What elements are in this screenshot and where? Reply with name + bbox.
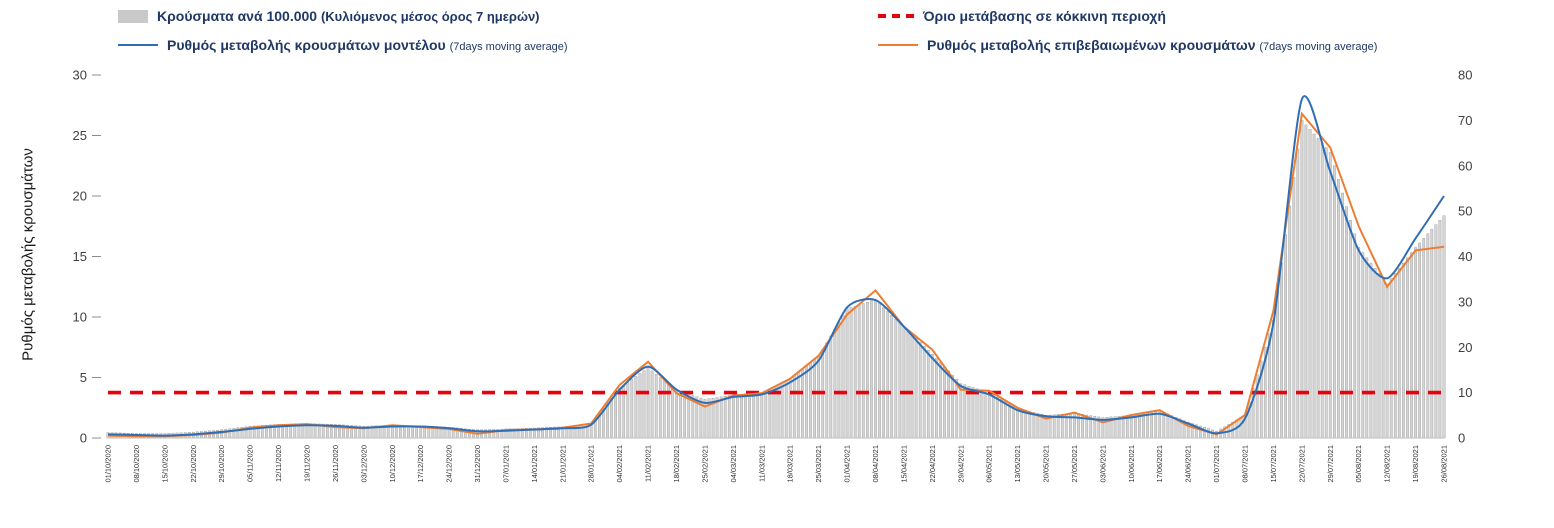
legend-sublabel-text: (7days moving average) (1259, 41, 1378, 53)
legend-label-model-rate: Ρυθμός μεταβολής κρουσμάτων μοντέλου (7d… (167, 37, 568, 53)
right-axis-tick-label: 20 (1458, 340, 1472, 355)
legend-sublabel-text: (7days moving average) (449, 41, 568, 53)
legend-label-text: Ρυθμός μεταβολής κρουσμάτων μοντέλου (167, 37, 446, 53)
legend-sublabel-text: (Κυλιόμενος μέσος όρος 7 ημερών) (320, 9, 540, 24)
right-axis-tick-label: 60 (1458, 158, 1472, 173)
x-axis-date-label: 22/10/2020 (189, 445, 198, 483)
x-axis-date-label: 10/06/2021 (1127, 445, 1136, 483)
x-axis-date-label: 29/10/2020 (217, 445, 226, 483)
x-axis-date-label: 10/12/2020 (388, 445, 397, 483)
left-axis-tick-label: 20 (73, 189, 87, 204)
right-axis-tick-label: 80 (1458, 68, 1472, 83)
x-axis-labels: 01/10/2020 08/10/2020 15/10/2020 22/10/2020… (104, 445, 1449, 483)
confirmed-rate-line (107, 111, 1445, 438)
orange-line-swatch-icon (878, 43, 918, 47)
left-axis-tick-label: 30 (73, 68, 87, 83)
x-axis-date-label: 08/04/2021 (871, 445, 880, 483)
right-axis-ticks: 0 10 20 30 40 50 60 70 80 (1458, 68, 1472, 446)
x-axis-date-label: 20/05/2021 (1042, 445, 1051, 483)
x-axis-date-label: 06/05/2021 (985, 445, 994, 483)
x-axis-date-label: 27/05/2021 (1070, 445, 1079, 483)
x-axis-date-label: 19/11/2020 (303, 445, 312, 482)
legend-item-cases-per-100k: Κρούσματα ανά 100.000 (Κυλιόμενος μέσος … (118, 8, 878, 24)
x-axis-date-label: 29/04/2021 (956, 445, 965, 483)
x-axis-date-label: 01/07/2021 (1212, 445, 1221, 483)
x-axis-date-label: 25/02/2021 (700, 445, 709, 483)
x-axis-date-label: 26/08/2021 (1440, 445, 1449, 483)
left-axis-tick-label: 5 (80, 370, 87, 385)
x-axis-date-label: 11/02/2021 (644, 445, 653, 482)
x-axis-date-label: 03/06/2021 (1098, 445, 1107, 483)
left-axis-tick-label: 0 (80, 431, 87, 446)
model-rate-line (107, 95, 1445, 437)
left-axis-tick-label: 25 (73, 128, 87, 143)
x-axis-date-label: 22/07/2021 (1297, 445, 1306, 483)
right-axis-tick-label: 10 (1458, 385, 1472, 400)
x-axis-date-label: 24/12/2020 (445, 445, 454, 483)
legend-label-text: Ρυθμός μεταβολής επιβεβαιωμένων κρουσμάτ… (927, 37, 1256, 53)
right-axis-tick-label: 40 (1458, 249, 1472, 264)
left-axis-ticks: 0 5 10 15 20 25 30 (73, 68, 101, 446)
x-axis-date-label: 24/06/2021 (1184, 445, 1193, 483)
chart-legend: Κρούσματα ανά 100.000 (Κυλιόμενος μέσος … (118, 8, 1377, 53)
x-axis-date-label: 18/02/2021 (672, 445, 681, 483)
x-axis-date-label: 26/11/2020 (331, 445, 340, 482)
x-axis-date-label: 04/03/2021 (729, 445, 738, 483)
left-axis-tick-label: 15 (73, 249, 87, 264)
x-axis-date-label: 01/10/2020 (104, 445, 113, 483)
x-axis-date-label: 17/12/2020 (416, 445, 425, 483)
right-axis-tick-label: 70 (1458, 113, 1472, 128)
x-axis-date-label: 05/11/2020 (246, 445, 255, 482)
x-axis-date-label: 12/08/2021 (1383, 445, 1392, 483)
x-axis-date-label: 29/07/2021 (1326, 445, 1335, 483)
x-axis-date-label: 07/01/2021 (502, 445, 511, 483)
legend-label-threshold: Όριο μετάβασης σε κόκκινη περιοχή (923, 8, 1166, 24)
x-axis-date-label: 14/01/2021 (530, 445, 539, 483)
left-axis-tick-label: 10 (73, 310, 87, 325)
bars-cases-per-100k (106, 120, 1446, 439)
red-dashed-line-swatch-icon (878, 14, 914, 18)
y-axis-title: Ρυθμός μεταβολής κρουσμάτων (19, 148, 37, 361)
legend-item-confirmed-rate: Ρυθμός μεταβολής επιβεβαιωμένων κρουσμάτ… (878, 37, 1377, 53)
x-axis-date-label: 21/01/2021 (558, 445, 567, 483)
x-axis-date-label: 11/03/2021 (757, 445, 766, 482)
x-axis-date-label: 01/04/2021 (843, 445, 852, 483)
legend-label-confirmed-rate: Ρυθμός μεταβολής επιβεβαιωμένων κρουσμάτ… (927, 37, 1377, 53)
x-axis-date-label: 18/03/2021 (786, 445, 795, 483)
x-axis-date-label: 12/11/2020 (274, 445, 283, 482)
x-axis-date-label: 17/06/2021 (1155, 445, 1164, 483)
blue-line-swatch-icon (118, 43, 158, 47)
x-axis-date-label: 08/10/2020 (132, 445, 141, 483)
x-axis-date-label: 04/02/2021 (615, 445, 624, 483)
right-axis-tick-label: 30 (1458, 294, 1472, 309)
x-axis-date-label: 28/01/2021 (587, 445, 596, 483)
x-axis-date-label: 08/07/2021 (1241, 445, 1250, 483)
legend-label-text: Όριο μετάβασης σε κόκκινη περιοχή (923, 8, 1166, 24)
x-axis-date-label: 25/03/2021 (814, 445, 823, 483)
legend-label-cases-per-100k: Κρούσματα ανά 100.000 (Κυλιόμενος μέσος … (157, 8, 540, 24)
right-axis-tick-label: 0 (1458, 431, 1465, 446)
x-axis-date-label: 22/04/2021 (928, 445, 937, 483)
x-axis-date-label: 13/05/2021 (1013, 445, 1022, 483)
x-axis-date-label: 31/12/2020 (473, 445, 482, 483)
x-axis-date-label: 15/04/2021 (899, 445, 908, 483)
x-axis-date-label: 15/07/2021 (1269, 445, 1278, 483)
x-axis-date-label: 05/08/2021 (1354, 445, 1363, 483)
right-axis-tick-label: 50 (1458, 204, 1472, 219)
legend-label-text: Κρούσματα ανά 100.000 (157, 8, 318, 24)
legend-item-model-rate: Ρυθμός μεταβολής κρουσμάτων μοντέλου (7d… (118, 37, 878, 53)
x-axis-date-label: 15/10/2020 (160, 445, 169, 483)
legend-item-threshold: Όριο μετάβασης σε κόκκινη περιοχή (878, 8, 1377, 24)
bar-series-swatch-icon (118, 9, 148, 23)
x-axis-date-label: 19/08/2021 (1411, 445, 1420, 483)
x-axis-date-label: 03/12/2020 (359, 445, 368, 483)
